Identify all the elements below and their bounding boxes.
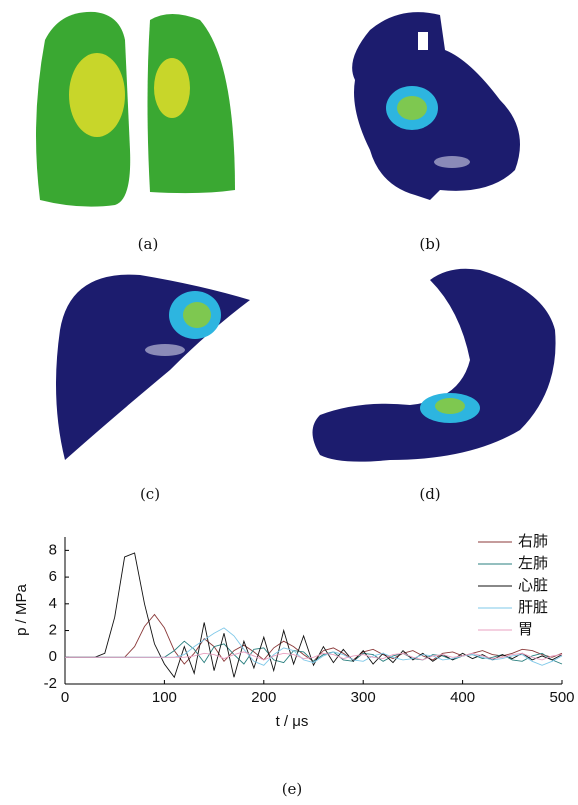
heart-image	[352, 12, 520, 201]
y-tick-label: 2	[49, 622, 57, 639]
stomach-image	[312, 268, 556, 462]
x-tick-label: 400	[450, 689, 475, 706]
lung-image	[36, 11, 235, 207]
panel-label: (d)	[419, 485, 440, 503]
x-tick-label: 300	[351, 689, 376, 706]
series-line	[65, 613, 563, 665]
legend-label: 右肺	[518, 533, 548, 550]
y-axis-label: p / MPa	[13, 583, 30, 635]
panel-label: (b)	[419, 235, 440, 253]
legend-label: 心脏	[518, 577, 548, 594]
x-axis-label: t / μs	[276, 713, 309, 730]
y-tick-label: 8	[49, 541, 57, 558]
liver-image	[56, 274, 250, 460]
y-tick-label: 0	[49, 648, 57, 665]
panel-label: (c)	[140, 485, 160, 503]
y-tick-label: -2	[44, 675, 57, 692]
legend-label: 胃	[518, 621, 533, 638]
series-line	[65, 651, 563, 661]
legend-label: 肝脏	[518, 599, 548, 616]
series-line	[65, 552, 563, 679]
legend-label: 左肺	[518, 555, 548, 572]
panel-label: (a)	[138, 235, 159, 253]
x-tick-label: 0	[61, 689, 69, 706]
panel-label: (e)	[282, 780, 303, 798]
x-tick-label: 100	[152, 689, 177, 706]
x-tick-label: 500	[549, 689, 574, 706]
y-tick-label: 6	[49, 568, 57, 585]
series-line	[65, 627, 563, 666]
y-tick-label: 4	[49, 595, 57, 612]
x-tick-label: 200	[251, 689, 276, 706]
